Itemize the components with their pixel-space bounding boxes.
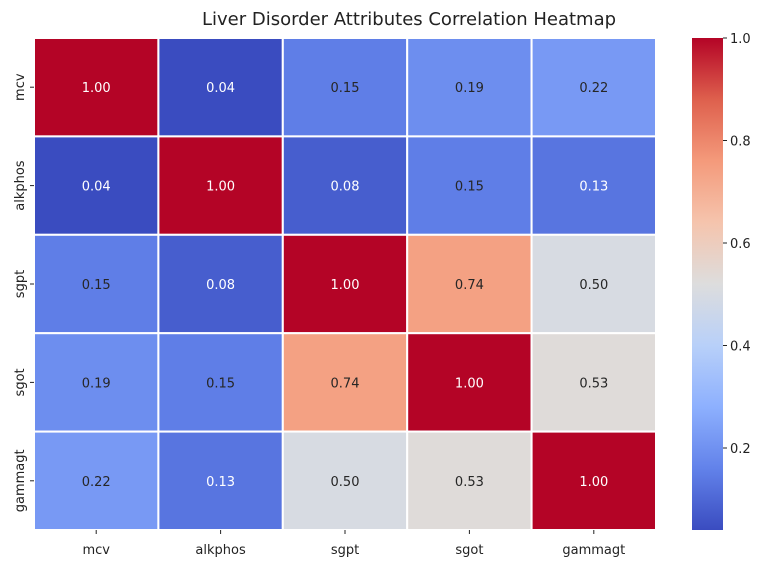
cell-value-label: 0.74 bbox=[455, 278, 484, 293]
heatmap-cell bbox=[157, 430, 284, 532]
heatmap-cell bbox=[406, 332, 533, 433]
heatmap-cell bbox=[530, 332, 657, 433]
colorbar-ticks: 0.2 0.4 0.6 0.8 1.0 bbox=[723, 32, 751, 457]
cell-value-label: 1.00 bbox=[82, 81, 111, 96]
cell-value-label: 0.53 bbox=[579, 376, 608, 391]
x-tick-label: sgot bbox=[455, 543, 483, 558]
cell-value-label: 0.74 bbox=[331, 376, 360, 391]
cell-value-label: 0.15 bbox=[206, 376, 235, 391]
heatmap-cell bbox=[157, 37, 284, 138]
x-tick-labels: mcv alkphos sgpt sgot gammagt bbox=[82, 530, 625, 558]
heatmap-cell bbox=[406, 233, 533, 335]
cell-value-label: 0.15 bbox=[455, 180, 484, 195]
cell-value-label: 0.08 bbox=[331, 180, 360, 195]
heatmap-cell bbox=[281, 135, 409, 236]
colorbar-tick-label: 0.2 bbox=[730, 442, 751, 457]
heatmap-cell bbox=[157, 233, 284, 335]
cell-value-label: 1.00 bbox=[455, 376, 484, 391]
colorbar-tick-label: 0.6 bbox=[730, 237, 751, 252]
heatmap-cell bbox=[281, 332, 409, 433]
x-tick-label: gammagt bbox=[562, 543, 625, 558]
colorbar-tick-label: 0.4 bbox=[730, 340, 751, 355]
x-tick-label: alkphos bbox=[195, 543, 246, 558]
cell-value-label: 0.15 bbox=[82, 278, 111, 293]
heatmap-cell bbox=[33, 37, 160, 138]
y-tick-labels: mcv alkphos sgpt sgot gammagt bbox=[13, 73, 34, 512]
cell-value-label: 1.00 bbox=[579, 475, 608, 490]
cell-value-label: 0.04 bbox=[82, 180, 111, 195]
cell-value-label: 0.04 bbox=[206, 81, 235, 96]
x-tick-label: mcv bbox=[82, 543, 110, 558]
heatmap-cell bbox=[157, 332, 284, 433]
y-tick-label: sgot bbox=[13, 368, 28, 396]
cell-value-label: 0.22 bbox=[579, 81, 608, 96]
colorbar bbox=[692, 38, 723, 530]
heatmap-cell bbox=[281, 37, 409, 138]
cell-value-label: 0.50 bbox=[579, 278, 608, 293]
y-tick-label: alkphos bbox=[13, 160, 28, 211]
cell-value-label: 0.19 bbox=[82, 376, 111, 391]
cell-value-label: 0.13 bbox=[579, 180, 608, 195]
y-tick-label: sgpt bbox=[13, 270, 28, 298]
cell-value-label: 0.22 bbox=[82, 475, 111, 490]
cell-value-label: 0.50 bbox=[331, 475, 360, 490]
y-tick-label: gammagt bbox=[13, 449, 28, 512]
y-tick-label: mcv bbox=[13, 73, 28, 101]
colorbar-tick-label: 0.8 bbox=[730, 135, 751, 150]
heatmap-cell bbox=[281, 430, 409, 532]
cell-value-label: 1.00 bbox=[206, 180, 235, 195]
heatmap-cells: 1.00 0.04 0.15 0.19 0.22 0.04 1.00 0.08 0.15 0.13… bbox=[33, 37, 657, 532]
cell-value-label: 0.15 bbox=[331, 81, 360, 96]
heatmap-cell bbox=[530, 135, 657, 236]
cell-value-label: 0.53 bbox=[455, 475, 484, 490]
cell-value-label: 1.00 bbox=[331, 278, 360, 293]
heatmap-cell bbox=[33, 430, 160, 532]
colorbar-tick-label: 1.0 bbox=[730, 32, 751, 47]
x-tick-label: sgpt bbox=[331, 543, 359, 558]
cell-value-label: 0.19 bbox=[455, 81, 484, 96]
chart-title: Liver Disorder Attributes Correlation He… bbox=[202, 9, 616, 30]
cell-value-label: 0.08 bbox=[206, 278, 235, 293]
heatmap-cell bbox=[530, 430, 657, 532]
cell-value-label: 0.13 bbox=[206, 475, 235, 490]
